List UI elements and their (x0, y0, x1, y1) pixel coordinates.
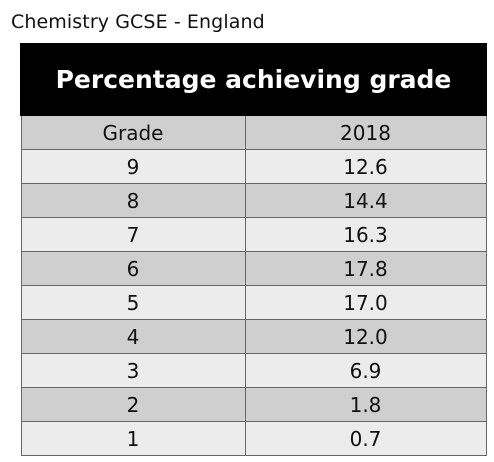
grade-cell: 2 (20, 387, 246, 422)
table-body: 9 12.6 8 14.4 7 16.3 6 17.8 5 17.0 4 12.0 3 6.9 2 1.8 1 0… (20, 149, 487, 456)
percentage-cell: 12.0 (244, 319, 487, 354)
percentage-cell: 14.4 (244, 183, 487, 218)
grade-cell: 8 (20, 183, 246, 218)
column-header-row: Grade 2018 (20, 114, 487, 150)
table-row: 9 12.6 (20, 149, 487, 184)
grade-cell: 3 (20, 353, 246, 388)
grade-cell: 1 (20, 421, 246, 456)
table-row: 3 6.9 (20, 353, 487, 388)
percentage-cell: 0.7 (244, 421, 487, 456)
grade-cell: 5 (20, 285, 246, 320)
grade-cell: 7 (20, 217, 246, 252)
table-row: 8 14.4 (20, 183, 487, 218)
percentage-cell: 17.0 (244, 285, 487, 320)
table-row: 4 12.0 (20, 319, 487, 354)
grade-cell: 4 (20, 319, 246, 354)
percentage-cell: 12.6 (244, 149, 487, 184)
grade-cell: 9 (20, 149, 246, 184)
table-row: 5 17.0 (20, 285, 487, 320)
percentage-cell: 6.9 (244, 353, 487, 388)
grade-cell: 6 (20, 251, 246, 286)
percentage-cell: 17.8 (244, 251, 487, 286)
column-header-year: 2018 (244, 114, 487, 150)
percentage-cell: 1.8 (244, 387, 487, 422)
table-row: 1 0.7 (20, 421, 487, 456)
table-title: Percentage achieving grade (20, 43, 487, 116)
column-header-grade: Grade (20, 114, 246, 150)
table-row: 7 16.3 (20, 217, 487, 252)
percentage-cell: 16.3 (244, 217, 487, 252)
table-row: 2 1.8 (20, 387, 487, 422)
chart-caption: Chemistry GCSE - England (11, 11, 265, 33)
table-row: 6 17.8 (20, 251, 487, 286)
